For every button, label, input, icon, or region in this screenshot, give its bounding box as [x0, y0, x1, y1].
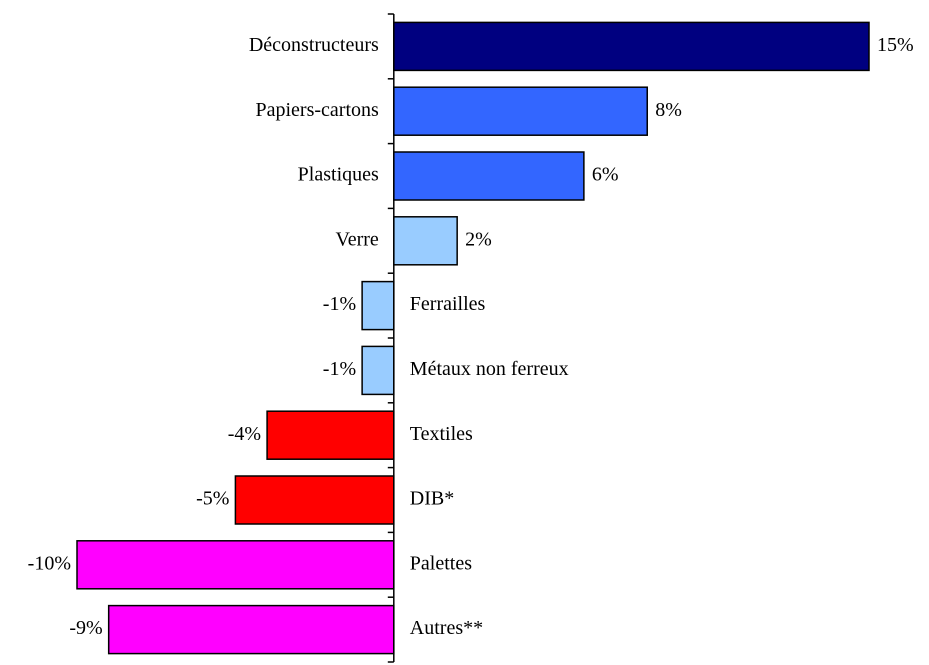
category-label: Palettes: [410, 552, 472, 574]
category-label: DIB*: [410, 488, 454, 510]
value-label: 6%: [592, 164, 619, 186]
bar: [393, 216, 458, 266]
value-label: -5%: [196, 488, 229, 510]
bar: [361, 280, 395, 331]
bar: [393, 21, 870, 72]
bar: [234, 475, 395, 525]
category-label: Déconstructeurs: [249, 34, 379, 56]
value-label: -4%: [228, 423, 261, 445]
category-label: Textiles: [410, 423, 473, 445]
category-label: Autres**: [410, 617, 483, 639]
bar: [393, 151, 585, 201]
bar: [361, 345, 395, 396]
category-label: Ferrailles: [410, 293, 486, 315]
value-label: -1%: [323, 293, 356, 315]
category-label: Papiers-cartons: [256, 99, 380, 121]
bar: [107, 604, 395, 655]
bar: [393, 86, 648, 136]
value-label: -1%: [323, 358, 356, 380]
category-label: Verre: [335, 228, 378, 250]
value-label: 8%: [655, 99, 682, 121]
value-label: -9%: [69, 617, 102, 639]
value-label: 2%: [465, 228, 492, 250]
category-label: Métaux non ferreux: [410, 358, 569, 380]
category-label: Plastiques: [298, 164, 379, 186]
value-label: -10%: [28, 552, 71, 574]
bar: [76, 540, 395, 590]
value-label: 15%: [877, 34, 914, 56]
bar: [266, 410, 395, 460]
